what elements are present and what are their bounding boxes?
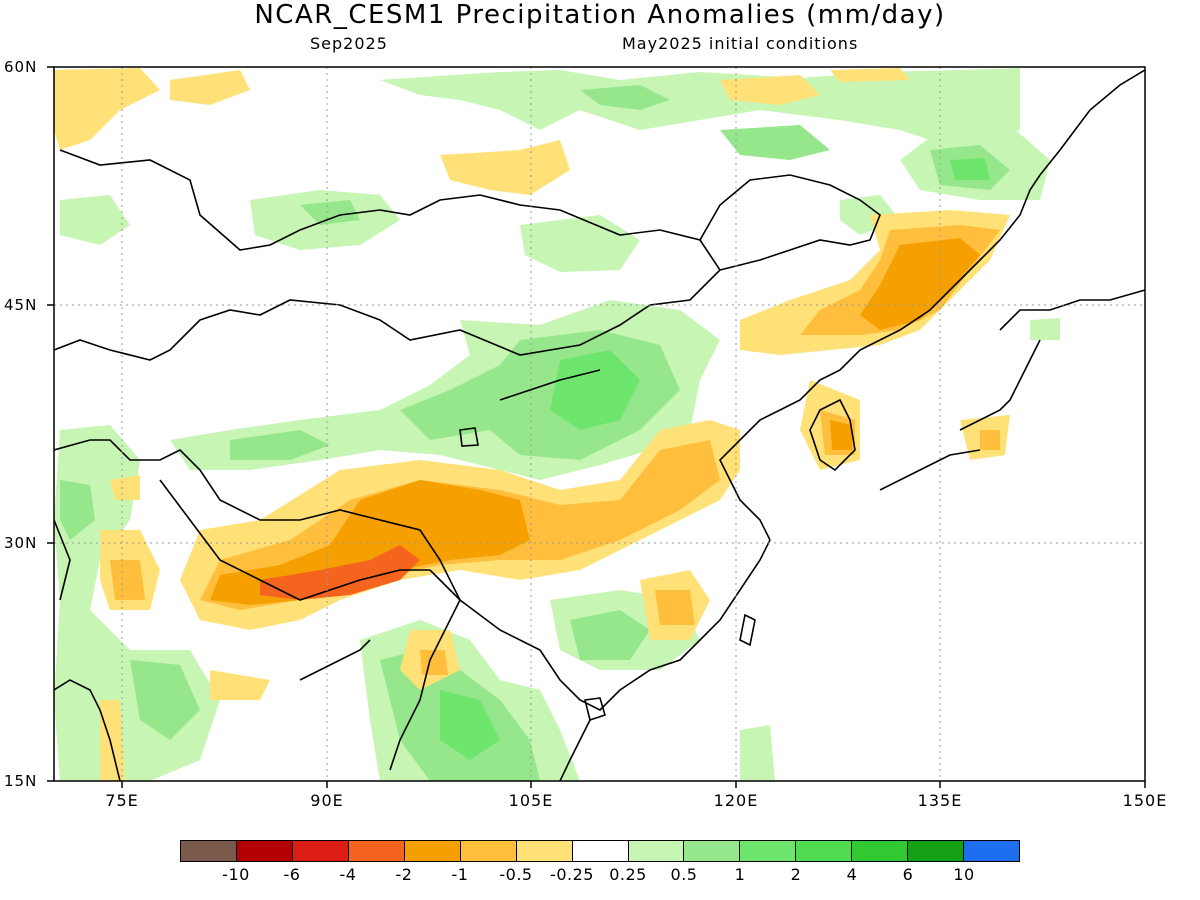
colorbar-cell (796, 841, 853, 861)
colorbar-cell (516, 841, 573, 861)
colorbar-cell (404, 841, 461, 861)
colorbar-label: -1 (451, 865, 469, 884)
colorbar-label: -0.5 (499, 865, 533, 884)
map-frame (53, 66, 1146, 782)
colorbar-cell (964, 841, 1020, 861)
anomaly-negative-very-strong (260, 545, 420, 600)
colorbar (180, 840, 1020, 862)
colorbar-cell (852, 841, 909, 861)
colorbar-cell (628, 841, 685, 861)
colorbar-cell (572, 841, 629, 861)
lon-label-150e: 150E (1122, 791, 1168, 810)
colorbar-label: -10 (222, 865, 250, 884)
coastlines (54, 69, 1145, 781)
lat-label-15n: 15N (4, 772, 38, 790)
colorbar-label: 0.5 (670, 865, 698, 884)
lon-label-75e: 75E (105, 791, 139, 810)
valid-month-label: Sep2025 (310, 34, 388, 53)
colorbar-cell (236, 841, 293, 861)
colorbar-label: 2 (790, 865, 802, 884)
lon-label-135e: 135E (917, 791, 963, 810)
colorbar-label: -6 (283, 865, 301, 884)
colorbar-label: -2 (395, 865, 413, 884)
anomaly-negative-strong (210, 238, 980, 605)
anomaly-positive-strong (440, 158, 990, 760)
colorbar-label: -0.25 (550, 865, 594, 884)
colorbar-label: 6 (902, 865, 914, 884)
colorbar-cell (460, 841, 517, 861)
colorbar-label: 1 (734, 865, 746, 884)
colorbar-cell (348, 841, 405, 861)
lat-label-30n: 30N (4, 534, 38, 552)
colorbar-cell (292, 841, 349, 861)
gridlines (54, 67, 1145, 781)
anomaly-shading (54, 68, 1060, 781)
lat-label-60n: 60N (4, 58, 38, 76)
initial-conditions-label: May2025 initial conditions (622, 34, 859, 53)
lon-label-120e: 120E (713, 791, 759, 810)
lat-label-45n: 45N (4, 296, 38, 314)
lon-label-105e: 105E (508, 791, 554, 810)
colorbar-label: 0.25 (609, 865, 647, 884)
colorbar-cell (181, 841, 237, 861)
colorbar-cell (684, 841, 741, 861)
colorbar-label: -4 (339, 865, 357, 884)
axis-ticks (47, 66, 1146, 788)
lon-label-90e: 90E (310, 791, 344, 810)
colorbar-cell (908, 841, 965, 861)
colorbar-cell (740, 841, 797, 861)
colorbar-label: 10 (953, 865, 975, 884)
page-title: NCAR_CESM1 Precipitation Anomalies (mm/d… (254, 0, 946, 30)
colorbar-label: 4 (846, 865, 858, 884)
